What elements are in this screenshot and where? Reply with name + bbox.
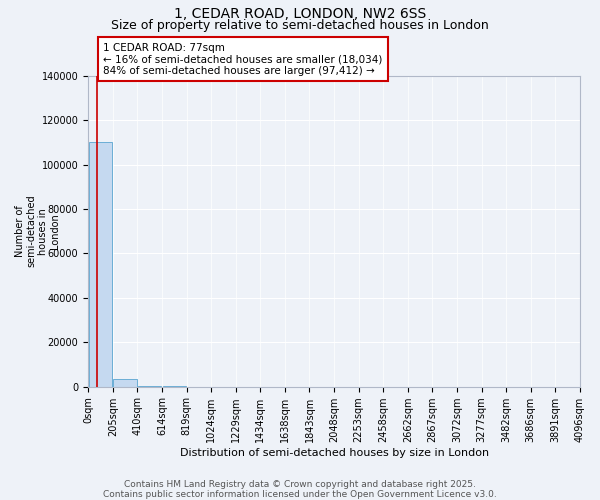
Text: Size of property relative to semi-detached houses in London: Size of property relative to semi-detach… <box>111 19 489 32</box>
Y-axis label: Number of
semi-detached
houses in
London: Number of semi-detached houses in London <box>15 195 60 268</box>
Text: 1, CEDAR ROAD, LONDON, NW2 6SS: 1, CEDAR ROAD, LONDON, NW2 6SS <box>174 8 426 22</box>
X-axis label: Distribution of semi-detached houses by size in London: Distribution of semi-detached houses by … <box>179 448 488 458</box>
Bar <box>113 379 137 386</box>
Text: Contains HM Land Registry data © Crown copyright and database right 2025.
Contai: Contains HM Land Registry data © Crown c… <box>103 480 497 499</box>
Bar <box>89 142 112 386</box>
Text: 1 CEDAR ROAD: 77sqm
← 16% of semi-detached houses are smaller (18,034)
84% of se: 1 CEDAR ROAD: 77sqm ← 16% of semi-detach… <box>103 42 383 76</box>
